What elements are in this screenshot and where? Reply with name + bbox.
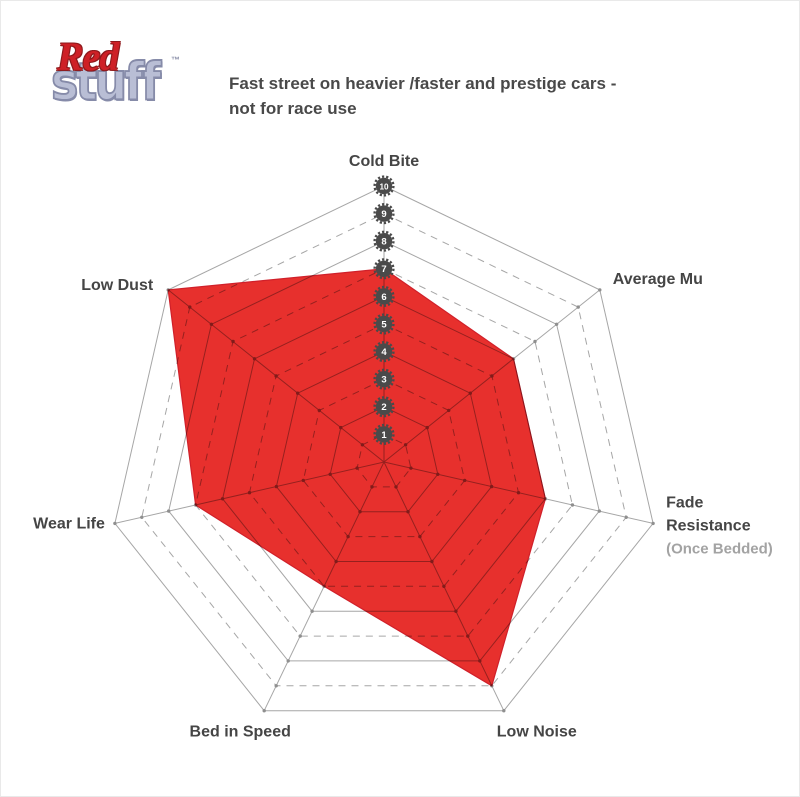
scale-badge-scallop	[373, 285, 395, 307]
scale-badge-scallop	[373, 368, 395, 390]
axis-label: Average Mu	[613, 271, 703, 288]
scale-badge	[375, 315, 393, 333]
grid-dot	[597, 509, 601, 513]
grid-dot	[113, 521, 117, 526]
scale-badge-label: 1	[381, 430, 387, 441]
scale-badge	[375, 426, 393, 443]
grid-dot	[624, 515, 628, 519]
logo-word-red: Red	[57, 34, 119, 79]
grid-dot	[298, 634, 302, 638]
axis-label: Fade	[666, 494, 703, 511]
scale-badge-scallop	[373, 203, 395, 225]
axis-label: Low Dust	[81, 277, 154, 294]
scale-badge-scallop	[373, 423, 395, 445]
scale-badge-label: 2	[381, 402, 386, 413]
scale-badge-scallop	[373, 230, 395, 252]
scale-badge-label: 4	[381, 347, 387, 358]
axis-label: Low Noise	[497, 724, 577, 741]
grid-dot	[502, 709, 506, 713]
scale-badge-scallop	[373, 313, 395, 335]
scale-badge	[375, 205, 393, 222]
scale-badge-label: 8	[381, 237, 386, 248]
axis-label: Bed in Speed	[190, 724, 291, 741]
scale-badge-label: 6	[381, 292, 386, 303]
scale-badge-scallop	[373, 341, 395, 363]
axis-label: (Once Bedded)	[666, 540, 773, 557]
scale-badge	[375, 398, 393, 415]
product-subtitle: Fast street on heavier /faster and prest…	[229, 71, 679, 121]
grid-dot	[576, 305, 580, 309]
scale-badge-scallop	[373, 396, 395, 418]
radar-ring	[114, 185, 654, 712]
scale-badge-label: 5	[381, 319, 387, 330]
scale-badge	[375, 343, 393, 360]
scale-badge	[375, 260, 393, 277]
grid-dot	[651, 521, 655, 526]
scale-badge	[375, 288, 393, 305]
axis-label: Resistance	[666, 517, 751, 534]
grid-dot	[167, 509, 171, 513]
grid-dot	[598, 288, 602, 292]
grid-dot	[286, 659, 290, 663]
scale-badge-label: 10	[379, 182, 389, 191]
scale-badge	[375, 177, 393, 195]
scale-badge-scallop	[373, 175, 395, 197]
subtitle-line-2: not for race use	[229, 99, 357, 118]
grid-dot	[554, 322, 559, 326]
grid-dot	[570, 503, 575, 507]
redstuff-logo: stuff Red ™	[49, 35, 199, 125]
grid-dot	[533, 339, 537, 344]
logo-word-stuff: stuff	[50, 51, 162, 112]
data-polygon	[167, 268, 547, 687]
scale-badge	[375, 233, 393, 250]
axis-label: Wear Life	[33, 515, 105, 532]
axis-label: Cold Bite	[349, 153, 419, 170]
scale-badge-label: 3	[381, 375, 386, 386]
radar-ring	[141, 213, 627, 687]
scale-badge	[375, 371, 393, 388]
scale-badge-scallop	[373, 258, 395, 280]
subtitle-line-1: Fast street on heavier /faster and prest…	[229, 74, 617, 93]
grid-dot	[310, 609, 314, 613]
grid-dot	[140, 515, 144, 519]
grid-dot	[262, 709, 266, 713]
scale-badge-label: 9	[381, 209, 386, 220]
grid-dot	[274, 684, 278, 688]
trademark-symbol: ™	[171, 55, 180, 65]
scale-badge-label: 7	[381, 264, 386, 275]
